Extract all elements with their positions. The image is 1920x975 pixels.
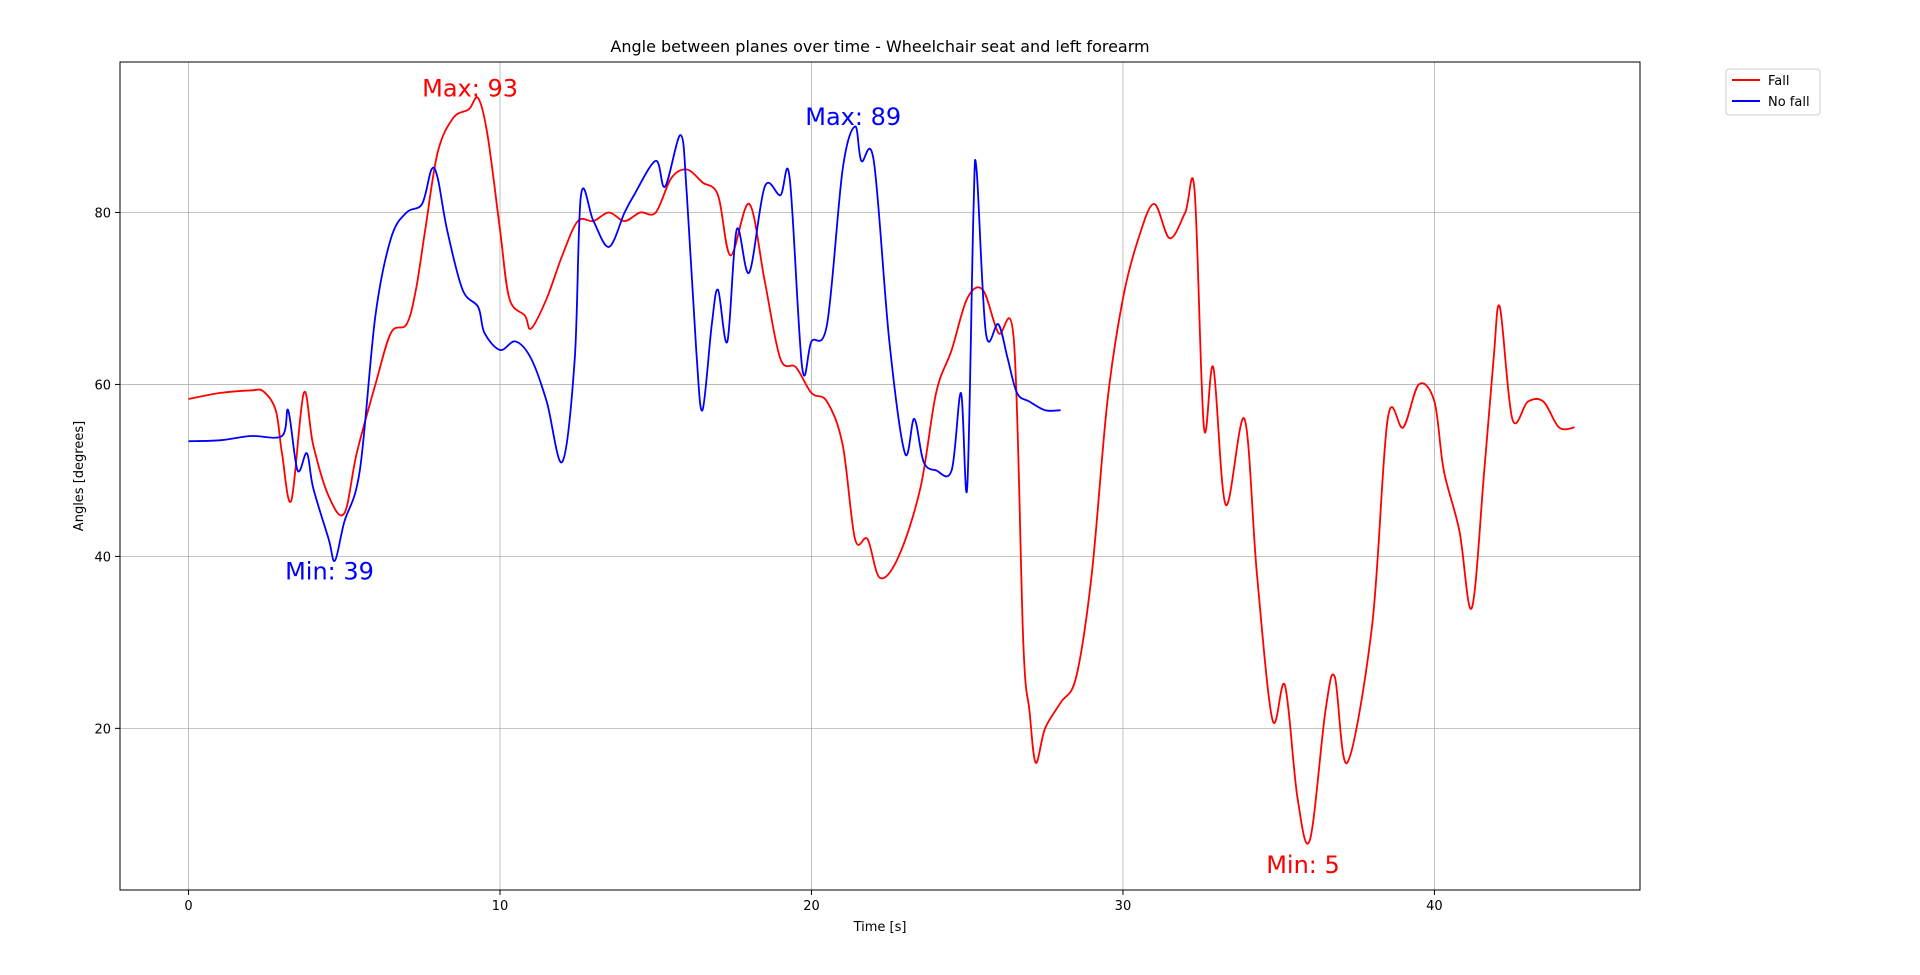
x-tick-label: 30: [1115, 899, 1132, 914]
legend-label-fall: Fall: [1768, 74, 1789, 89]
annotations: Max: 93 Max: 89 Min: 39 Min: 5: [285, 74, 1340, 878]
annotation-label: Max: 89: [805, 103, 901, 131]
chart-title: Angle between planes over time - Wheelch…: [610, 37, 1149, 56]
y-tick-label: 20: [94, 722, 111, 737]
annotation-label: Min: 5: [1266, 851, 1340, 879]
y-tick-label: 40: [94, 550, 111, 565]
series-lines: [188, 96, 1575, 845]
grid: [120, 62, 1640, 890]
plot-frame: [119, 61, 1641, 891]
annotation-label: Max: 93: [422, 74, 518, 102]
x-tick-label: 20: [803, 899, 820, 914]
annotation-label: Min: 39: [285, 558, 374, 586]
x-axis-label: Time [s]: [853, 920, 907, 935]
x-tick-label: 0: [184, 899, 192, 914]
x-tick-label: 40: [1426, 899, 1443, 914]
x-tick-label: 10: [492, 899, 509, 914]
series-line-no-fall: [188, 125, 1061, 562]
ticks: 0 10 20 30 40 20 40 60 80: [94, 206, 1442, 914]
y-tick-label: 80: [94, 206, 111, 221]
y-axis-label: Angles [degrees]: [72, 421, 87, 531]
legend-label-no-fall: No fall: [1768, 95, 1810, 110]
series-line-fall: [188, 96, 1575, 845]
legend: Fall No fall: [1725, 68, 1821, 116]
y-tick-label: 60: [94, 378, 111, 393]
